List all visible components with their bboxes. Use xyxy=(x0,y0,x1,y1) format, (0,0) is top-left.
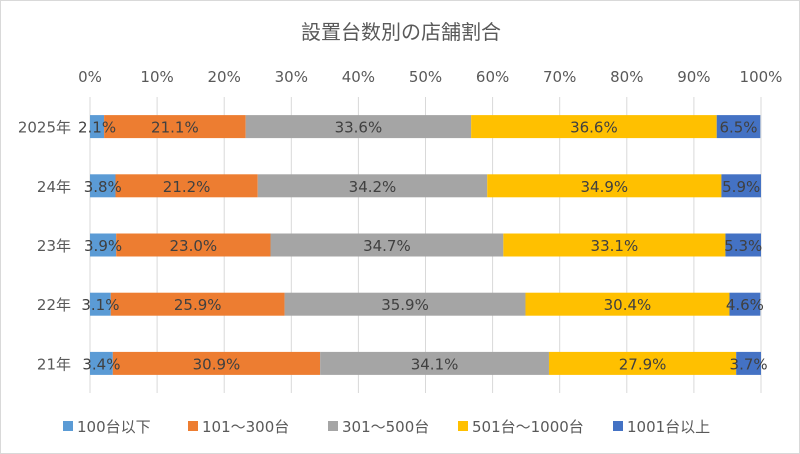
bar-segment xyxy=(90,351,113,375)
data-label: 21.2% xyxy=(163,178,211,196)
x-tick-label: 100% xyxy=(740,68,783,86)
legend-label: 501台～1000台 xyxy=(472,418,584,436)
bar-segment xyxy=(90,292,111,316)
data-label: 33.6% xyxy=(335,119,383,137)
x-tick-label: 60% xyxy=(476,68,509,86)
data-label: 34.7% xyxy=(363,237,411,255)
data-label: 34.2% xyxy=(349,178,397,196)
bar-segment xyxy=(245,115,472,139)
data-label: 3.8% xyxy=(84,178,122,196)
bar-segment xyxy=(487,174,722,198)
chart-title: 設置台数別の店舗割合 xyxy=(301,20,501,44)
bar-segment xyxy=(116,233,271,257)
legend-swatch xyxy=(458,421,468,431)
bar-segment xyxy=(729,292,761,316)
data-label: 36.6% xyxy=(570,119,618,137)
bar-segment xyxy=(320,351,549,375)
bar-segment xyxy=(548,351,737,375)
legend-label: 301～500台 xyxy=(342,418,429,436)
legend-swatch xyxy=(328,421,338,431)
data-label: 2.1% xyxy=(78,119,116,137)
data-label: 34.1% xyxy=(411,355,459,373)
data-label: 25.9% xyxy=(174,296,222,314)
x-tick-label: 40% xyxy=(342,68,375,86)
legend-label: 101～300台 xyxy=(202,418,289,436)
data-label: 35.9% xyxy=(381,296,429,314)
bar-segment xyxy=(471,115,717,139)
x-tick-label: 30% xyxy=(275,68,308,86)
data-label: 4.6% xyxy=(726,296,764,314)
legend-swatch xyxy=(188,421,198,431)
bar-segment xyxy=(270,233,504,257)
x-tick-label: 10% xyxy=(140,68,173,86)
data-label: 23.0% xyxy=(170,237,218,255)
y-tick-label: 24年 xyxy=(37,178,71,196)
y-tick-label: 22年 xyxy=(37,296,71,314)
y-tick-label: 23年 xyxy=(37,237,71,255)
data-label: 27.9% xyxy=(619,355,667,373)
data-label: 5.3% xyxy=(724,237,762,255)
data-label: 30.9% xyxy=(193,355,241,373)
bar-segment xyxy=(284,292,526,316)
x-tick-label: 0% xyxy=(78,68,102,86)
bar-segment xyxy=(90,115,105,139)
legend-swatch xyxy=(63,421,73,431)
bar-segment xyxy=(736,351,761,375)
legend-swatch xyxy=(613,421,623,431)
y-tick-label: 2025年 xyxy=(18,119,71,137)
bar-segment xyxy=(112,351,321,375)
x-tick-label: 90% xyxy=(677,68,710,86)
data-label: 34.9% xyxy=(580,178,628,196)
x-tick-label: 80% xyxy=(610,68,643,86)
legend-label: 1001台以上 xyxy=(627,418,710,436)
data-label: 5.9% xyxy=(722,178,760,196)
bar-segment xyxy=(503,233,726,257)
x-tick-label: 20% xyxy=(208,68,241,86)
bar-segment xyxy=(525,292,730,316)
bar-segment xyxy=(90,174,116,198)
bar-segment xyxy=(716,115,761,139)
x-tick-label: 70% xyxy=(543,68,576,86)
bar-segment xyxy=(257,174,488,198)
bar-segment xyxy=(90,233,117,257)
data-label: 3.7% xyxy=(730,355,768,373)
bar-segment xyxy=(721,174,761,198)
x-tick-label: 50% xyxy=(409,68,442,86)
data-label: 33.1% xyxy=(591,237,639,255)
bar-segment xyxy=(115,174,258,198)
data-label: 21.1% xyxy=(151,119,199,137)
bar-segment xyxy=(725,233,761,257)
data-label: 3.4% xyxy=(82,355,120,373)
data-label: 6.5% xyxy=(719,119,757,137)
legend-label: 100台以下 xyxy=(77,418,151,436)
bar-segment xyxy=(104,115,246,139)
data-label: 3.1% xyxy=(81,296,119,314)
data-label: 30.4% xyxy=(604,296,652,314)
bar-segment xyxy=(110,292,285,316)
data-label: 3.9% xyxy=(84,237,122,255)
y-tick-label: 21年 xyxy=(37,355,71,373)
